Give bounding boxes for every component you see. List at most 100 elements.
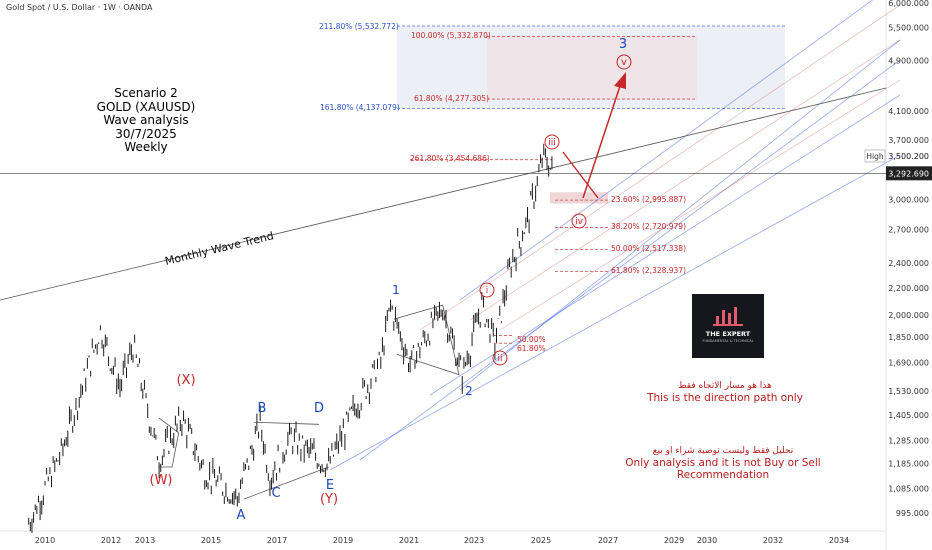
- logo-subtext: FUNDAMENTAL & TECHNICAL: [702, 339, 754, 343]
- wave-label: 3: [619, 37, 627, 52]
- wave-label: 2: [465, 384, 473, 398]
- wave-label-circle: [616, 54, 632, 70]
- y-tick-label: 4,900.000: [888, 56, 929, 65]
- high-price-label: 3,500.200: [888, 152, 929, 161]
- y-tick-label: 995.000: [896, 509, 929, 518]
- wave-label: iii: [548, 138, 556, 148]
- fib-level-label: 61.80% (2,328.937): [611, 266, 686, 275]
- fib-level-label: 50.00%: [517, 335, 546, 344]
- channel-line-red: [419, 4, 901, 331]
- high-label-box: [864, 149, 886, 163]
- wave-label: (W): [150, 473, 173, 488]
- x-tick-label: 2023: [464, 536, 484, 545]
- projection-path-up: [582, 79, 623, 199]
- scenario-title: Scenario 2 GOLD (XAUUSD) Wave analysis 3…: [90, 86, 202, 155]
- fib-level-label: 38.20% (2,720.979): [611, 222, 686, 231]
- x-tick-label: 2034: [829, 536, 849, 545]
- x-tick-label: 2027: [598, 536, 618, 545]
- direction-note: هذا هو مسار الاتجاه فقط This is the dire…: [620, 381, 830, 404]
- fib-level-label: 100.00% (5,332.870): [411, 31, 491, 40]
- fib-level-label: 161.80% (4,137.079): [320, 103, 400, 112]
- current-price-label: 3,292.690: [888, 169, 929, 178]
- projection-path-down: [562, 151, 599, 199]
- channel-line-blue: [329, 154, 901, 471]
- candles-group: [28, 143, 553, 534]
- direction-note-ar: هذا هو مسار الاتجاه فقط: [678, 381, 772, 391]
- wave-label: i: [486, 286, 489, 296]
- wave-label: D: [314, 401, 324, 416]
- fib-level-label: 211.80% (5,532.772): [319, 22, 399, 31]
- y-tick-label: 1,530.000: [888, 387, 929, 396]
- channel-line-red: [469, 39, 901, 321]
- y-tick-label: 2,400.000: [888, 259, 929, 268]
- y-tick-label: 2,700.000: [888, 226, 929, 235]
- x-tick-label: 2030: [697, 536, 717, 545]
- x-tick-label: 2032: [763, 536, 783, 545]
- y-tick-label: 1,690.000: [888, 359, 929, 368]
- channel-line-blue: [459, 39, 901, 391]
- wave-label: C: [271, 486, 280, 501]
- y-tick-label: 5,500.000: [888, 24, 929, 33]
- current-price-badge: [886, 166, 932, 181]
- scenario-line-2: GOLD (XAUUSD) Wave analysis: [96, 99, 196, 127]
- y-tick-label: 1,285.000: [888, 436, 929, 445]
- wave-label: A: [237, 508, 246, 523]
- projection-arrowhead: [614, 72, 626, 89]
- monthly-wave-trendline: [0, 87, 887, 301]
- channel-line-blue: [429, 94, 901, 396]
- disclaimer-note-ar: تحليل فقط وليست توصية شراء او بيع: [652, 446, 794, 456]
- x-tick-label: 2010: [35, 536, 55, 545]
- triangle-lower-line: [243, 466, 329, 500]
- wave-label: (X): [176, 373, 195, 388]
- fib-retrace-box: [487, 36, 697, 100]
- x-tick-label: 2021: [399, 536, 419, 545]
- fib-level-label: 61.80%: [517, 344, 546, 353]
- wave-2-box: [393, 304, 460, 376]
- x-tick-label: 2013: [135, 536, 155, 545]
- retrace-zone-box: [550, 192, 608, 204]
- logo-chart-icon: [713, 304, 743, 326]
- wave-label: iv: [575, 217, 584, 227]
- channel-line-red: [499, 79, 901, 331]
- y-tick-label: 6,000.000: [888, 0, 929, 8]
- the-expert-logo: THE EXPERT FUNDAMENTAL & TECHNICAL: [692, 294, 764, 358]
- y-tick-label: 1,850.000: [888, 333, 929, 342]
- fib-level-label: 50.00% (2,517.338): [611, 244, 686, 253]
- wave-label: (Y): [320, 492, 338, 507]
- disclaimer-note-en: Only analysis and it is not Buy or Sell …: [625, 457, 821, 481]
- y-tick-label: 2,200.000: [888, 284, 929, 293]
- disclaimer-note: تحليل فقط وليست توصية شراء او بيع Only a…: [580, 446, 866, 481]
- y-tick-label: 1,085.000: [888, 484, 929, 493]
- high-label: High: [866, 152, 883, 161]
- x-tick-label: 2029: [664, 536, 684, 545]
- wedge-x-lines: [158, 417, 180, 468]
- wave-label: B: [258, 401, 267, 416]
- x-tick-label: 2012: [101, 536, 121, 545]
- y-tick-label: 1,185.000: [888, 459, 929, 468]
- fib-level-label: 61.80% (4,277.305): [414, 94, 489, 103]
- y-tick-label: 3,700.000: [888, 136, 929, 145]
- y-tick-label: 3,000.000: [888, 196, 929, 205]
- wave-label-circle: [571, 213, 587, 229]
- chart-title: Gold Spot / U.S. Dollar · 1W · OANDA: [6, 3, 153, 12]
- y-tick-label: 4,100.000: [888, 107, 929, 116]
- direction-note-en: This is the direction path only: [647, 392, 803, 404]
- logo-text: THE EXPERT: [705, 330, 751, 338]
- wave-label: v: [621, 57, 627, 68]
- x-tick-label: 2019: [333, 536, 353, 545]
- x-tick-label: 2025: [531, 536, 551, 545]
- x-tick-label: 2015: [201, 536, 221, 545]
- y-tick-label: 1,405.000: [888, 411, 929, 420]
- price-axis-panel: [886, 0, 932, 550]
- wave-label: E: [326, 478, 334, 493]
- wave-label: 1: [392, 283, 400, 297]
- triangle-upper-line: [253, 421, 319, 425]
- x-tick-label: 2017: [267, 536, 287, 545]
- y-tick-label: 2,000.000: [888, 311, 929, 320]
- wave-label-circle: [479, 282, 495, 298]
- scenario-line-3: 30/7/2025: [115, 126, 177, 141]
- scenario-line-1: Scenario 2: [114, 86, 178, 100]
- wave-label-circle: [544, 134, 560, 150]
- fib-level-label: 261.80% (3,454.686): [410, 154, 490, 163]
